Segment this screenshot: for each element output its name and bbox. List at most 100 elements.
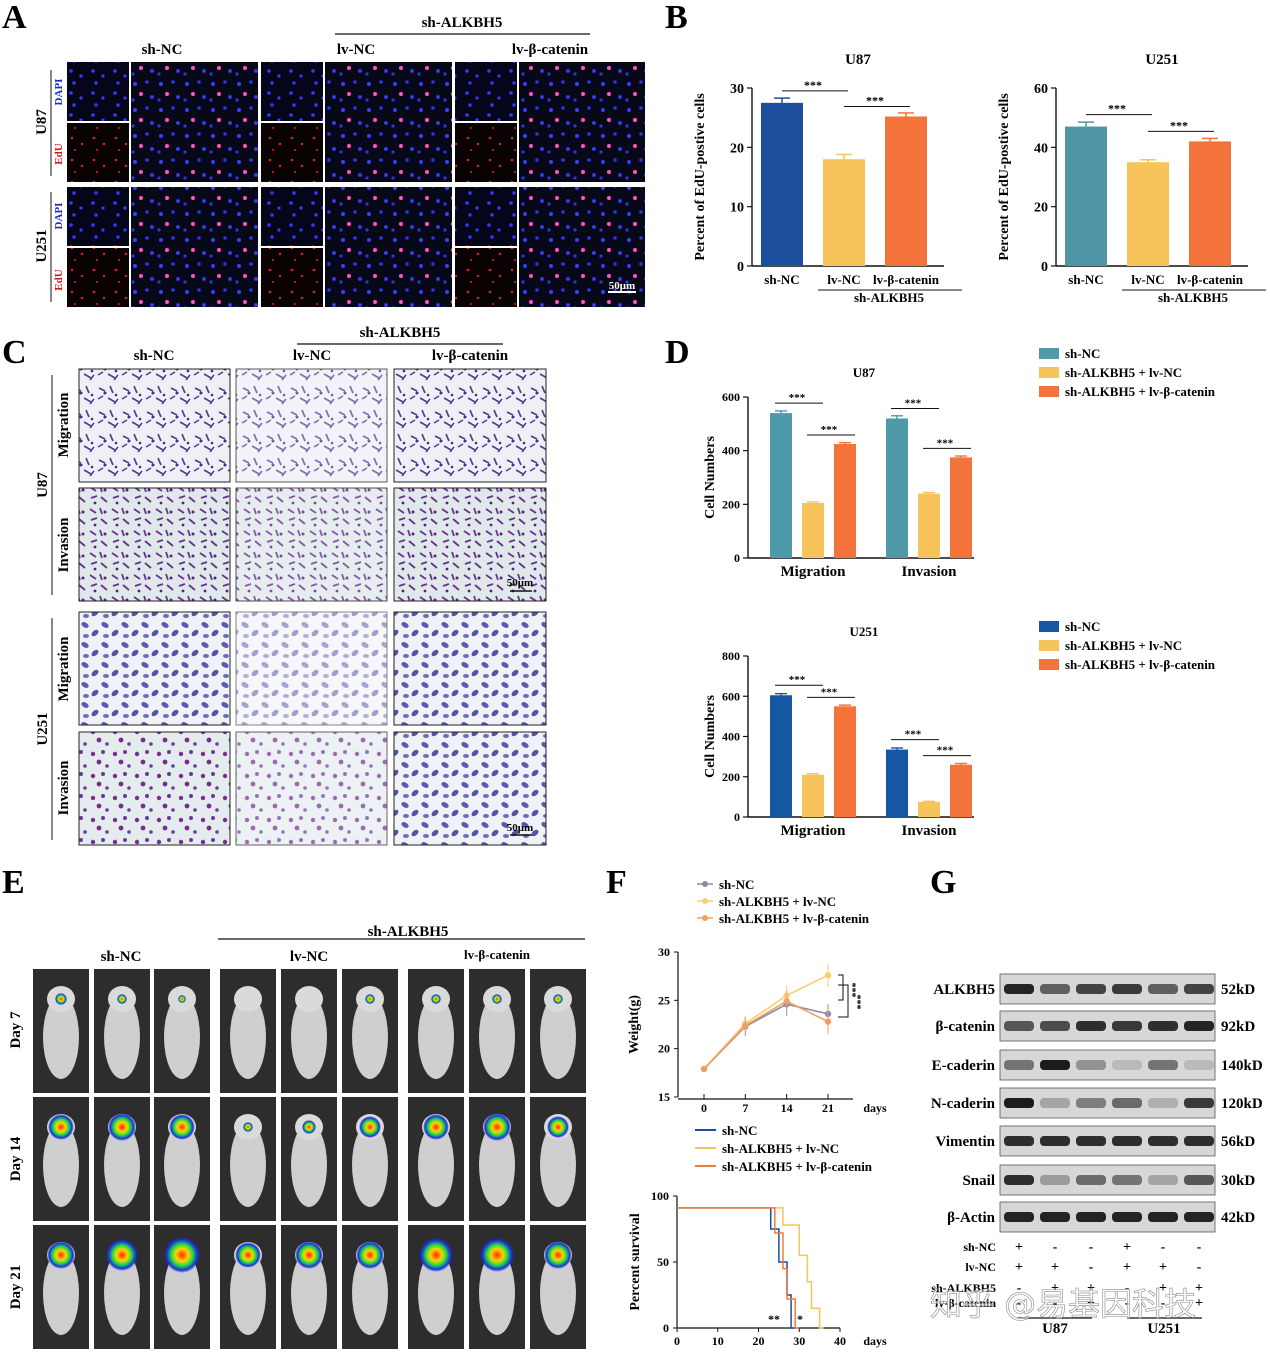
f-sig-bracket [838, 974, 844, 1001]
b-y-axis-label: Percent of EdU-postive cells [693, 93, 708, 261]
f-point [824, 972, 832, 979]
f-weight-line [703, 1000, 829, 1070]
a-img-u87-cat-merge [519, 62, 645, 182]
d-bar [918, 493, 940, 558]
g-cell-u87: U87 [1042, 1321, 1068, 1337]
f-point [742, 1022, 749, 1029]
g-blot-band [1076, 1175, 1106, 1185]
panel-letter-b: B [665, 0, 688, 36]
g-cell-u251: U251 [1147, 1321, 1180, 1337]
e-mouse-body [479, 995, 515, 1079]
e-tumor-signal [164, 1237, 200, 1273]
c-cell-u251: U251 [35, 712, 51, 745]
d-sig-label: *** [905, 397, 922, 409]
g-sign: + [1051, 1260, 1059, 1275]
g-blot-band [1040, 984, 1070, 994]
b-y-axis-label: Percent of EdU-postive cells [997, 93, 1012, 261]
e-tumor-signal [48, 1114, 74, 1140]
d-bar [834, 706, 856, 817]
d-x-tick-label: Invasion [901, 564, 957, 580]
e-mouse-body [230, 1123, 266, 1207]
f-point [824, 1018, 832, 1025]
g-blot-strip [999, 1049, 1216, 1081]
f-survival-line [677, 1207, 824, 1329]
e-mouse-body [540, 995, 576, 1079]
d-y-tick-label: 200 [722, 770, 740, 784]
g-blot-band [1184, 1060, 1214, 1070]
g-blot-strips: ALKBH5 52kD β-catenin 92kD E-caderin 140kD N-c… [931, 973, 1263, 1233]
g-blot-band [1040, 1212, 1070, 1222]
b-x-tick-label: sh-NC [764, 272, 799, 287]
g-size-label: 120kD [1221, 1096, 1263, 1112]
d-sig-label: *** [789, 674, 806, 686]
g-blot-band [1184, 1136, 1214, 1146]
f-surv-y-tick-label: 0 [663, 1321, 669, 1335]
g-blot-band [1112, 1212, 1142, 1222]
panel-letter-a: A [2, 0, 27, 36]
e-row-day7: Day 7 [8, 1011, 24, 1049]
g-blot-band [1184, 1212, 1214, 1222]
e-tumor-signal [55, 993, 67, 1005]
a-col-sh-nc: sh-NC [142, 42, 183, 58]
f-point [783, 998, 790, 1005]
d-sig-label: *** [821, 686, 838, 698]
b-bar [1127, 162, 1169, 266]
e-col-lv-nc: lv-NC [290, 949, 328, 965]
b-bar [761, 102, 803, 266]
b-group-label: sh-ALKBH5 [1158, 290, 1229, 305]
d-chart-title: U251 [850, 624, 879, 639]
e-mouse-body [164, 1123, 200, 1207]
g-size-label: 56kD [1221, 1134, 1255, 1150]
g-sign: + [1087, 1296, 1095, 1311]
d-legend-label: sh-NC [1065, 346, 1100, 361]
g-row-label: lv-β-catenin [935, 1296, 996, 1310]
g-protein-label: Snail [962, 1173, 995, 1189]
f-y-axis-label: Weight(g) [627, 995, 642, 1054]
d-y-axis-label: Cell Numbers [703, 436, 718, 519]
f-surv-sig-label: * [797, 1312, 803, 1326]
g-blot-band [1112, 1136, 1142, 1146]
g-sign: - [1125, 1296, 1130, 1311]
e-row-day21: Day 21 [8, 1265, 24, 1310]
b-bar [885, 116, 927, 266]
a-img-u251-lvnc-edu [261, 248, 323, 307]
b-x-tick-label: lv-NC [1131, 272, 1164, 287]
f-surv-legend-label: sh-NC [722, 1123, 757, 1138]
e-mouse-body [352, 1251, 388, 1335]
g-blot-strip [999, 973, 1216, 1005]
g-sign: + [1087, 1281, 1095, 1296]
a-img-u251-cat-dapi [455, 187, 517, 246]
d-sig-label: *** [937, 745, 954, 757]
a-img-u251-cat-edu [455, 248, 517, 307]
g-size-label: 92kD [1221, 1019, 1255, 1035]
g-sign: + [1159, 1260, 1167, 1275]
f-surv-x-tick-label: 20 [753, 1334, 765, 1348]
f-x-tick-label: 21 [822, 1101, 834, 1115]
e-col-sh-nc: sh-NC [101, 949, 142, 965]
g-protein-label: β-catenin [935, 1019, 995, 1035]
b-y-tick-label: 20 [1034, 201, 1048, 216]
g-sign: - [1089, 1260, 1094, 1275]
e-mouse-body [418, 1251, 454, 1335]
e-tumor-signal [108, 1113, 136, 1141]
d-bar [770, 413, 792, 558]
g-blot-strip [999, 1164, 1216, 1196]
f-legend-label: sh-ALKBH5 + lv-NC [719, 894, 836, 909]
f-x-tick-label: 14 [781, 1101, 793, 1115]
e-mouse-body [104, 1123, 140, 1207]
e-mouse-body [43, 995, 79, 1079]
e-mouse-body [43, 1123, 79, 1207]
f-sig-bracket [838, 984, 849, 1018]
e-mouse-head [295, 986, 323, 1012]
a-image-grid [67, 62, 645, 307]
b-bar [823, 159, 865, 266]
g-blot-band [1004, 1098, 1034, 1108]
e-mouse-body [104, 995, 140, 1079]
c-img-u87-inv-nc [78, 487, 231, 602]
b-x-tick-label: lv-β-catenin [1177, 272, 1244, 287]
e-tumor-signal [169, 1114, 195, 1140]
f-surv-x-axis-label: days [863, 1334, 887, 1348]
d-sig-label: *** [789, 392, 806, 404]
e-mouse-body [479, 1123, 515, 1207]
b-bar [1065, 126, 1107, 266]
